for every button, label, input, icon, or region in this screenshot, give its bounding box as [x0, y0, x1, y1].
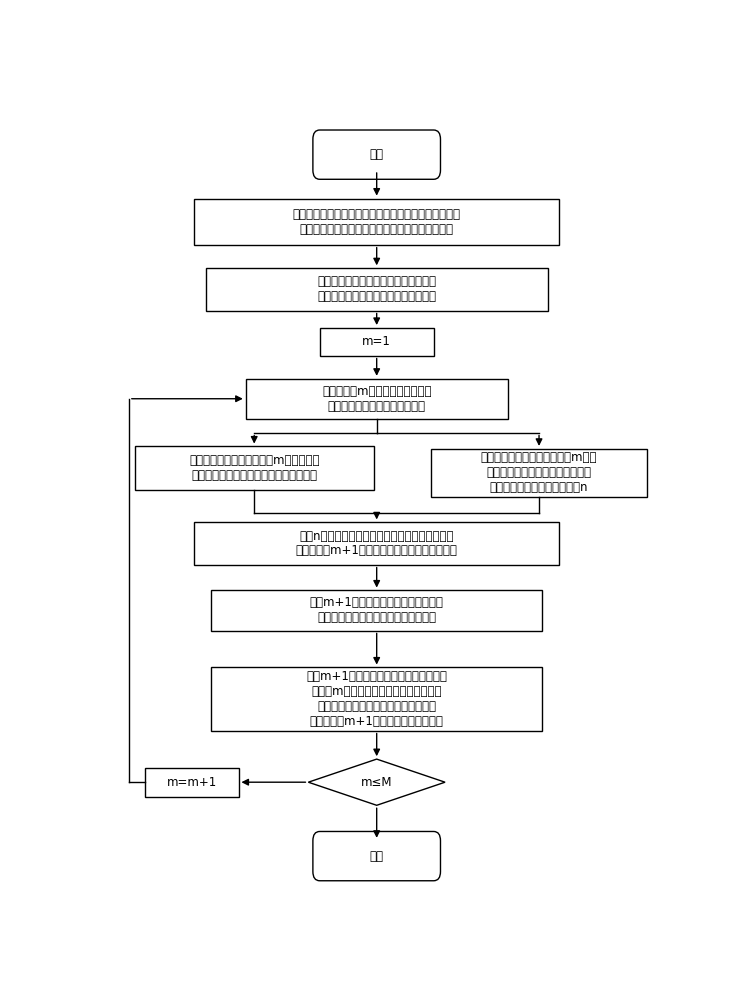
Bar [431, 449, 648, 497]
Text: m≤M: m≤M [361, 776, 392, 789]
FancyBboxPatch shape [313, 831, 440, 881]
Text: 通过n步守恒型迎风格式获取参量阵非线性效应得
到的轴向第m+1层网格各个节点的源点时域信号: 通过n步守恒型迎风格式获取参量阵非线性效应得 到的轴向第m+1层网格各个节点的源… [295, 530, 458, 558]
Text: 开始: 开始 [370, 148, 384, 161]
Bar [212, 590, 542, 631]
Bar [212, 667, 542, 731]
Text: 根据基础数据获取能匹配参量阵阵元形
状的声场计算区域，并对其离散网格化: 根据基础数据获取能匹配参量阵阵元形 状的声场计算区域，并对其离散网格化 [318, 275, 436, 303]
Polygon shape [308, 759, 445, 805]
Text: 通过傅里叶反变换将轴向第m层网格各个
节点的源点频域信号变换为源点时域信号: 通过傅里叶反变换将轴向第m层网格各个 节点的源点频域信号变换为源点时域信号 [189, 454, 320, 482]
FancyBboxPatch shape [313, 130, 440, 179]
Text: m=m+1: m=m+1 [166, 776, 217, 789]
Text: m=1: m=1 [362, 335, 391, 348]
Text: 结束: 结束 [370, 850, 384, 863]
Text: 将第m+1层网格各个节点的源点频域信号
作为第m层网格的初始条件，利用描述参
量阵声场传播衍射、吸收效应的理论模
型，获取第m+1层网格的源点频域信号: 将第m+1层网格各个节点的源点频域信号 作为第m层网格的初始条件，利用描述参 量… [306, 670, 447, 728]
Bar [145, 768, 239, 797]
Bar [320, 328, 434, 356]
Text: 将第m+1层网格各个节点的源点时域信
号通过快速傅里叶变换成源点频域信号: 将第m+1层网格各个节点的源点时域信 号通过快速傅里叶变换成源点频域信号 [309, 596, 444, 624]
Bar [194, 199, 559, 245]
Text: 施加周期性边界条件，获得第m层网
格各个节点的源点时域信号时间间
隔、轴向步长以及轴积分步数n: 施加周期性边界条件，获得第m层网 格各个节点的源点时域信号时间间 隔、轴向步长以… [481, 451, 598, 494]
Bar [135, 446, 374, 490]
Bar [245, 379, 508, 419]
Text: 读取参量阵声源的几何尺度、轴对称信息、原波频率以
及传播媒介的声速、密度和非线性系数等基础数据: 读取参量阵声源的几何尺度、轴对称信息、原波频率以 及传播媒介的声速、密度和非线性… [293, 208, 461, 236]
Text: 读取轴向第m层网格各个节点的源
点频域信号，并将其表达为复数: 读取轴向第m层网格各个节点的源 点频域信号，并将其表达为复数 [322, 385, 431, 413]
Bar [206, 268, 548, 311]
Bar [194, 522, 559, 565]
